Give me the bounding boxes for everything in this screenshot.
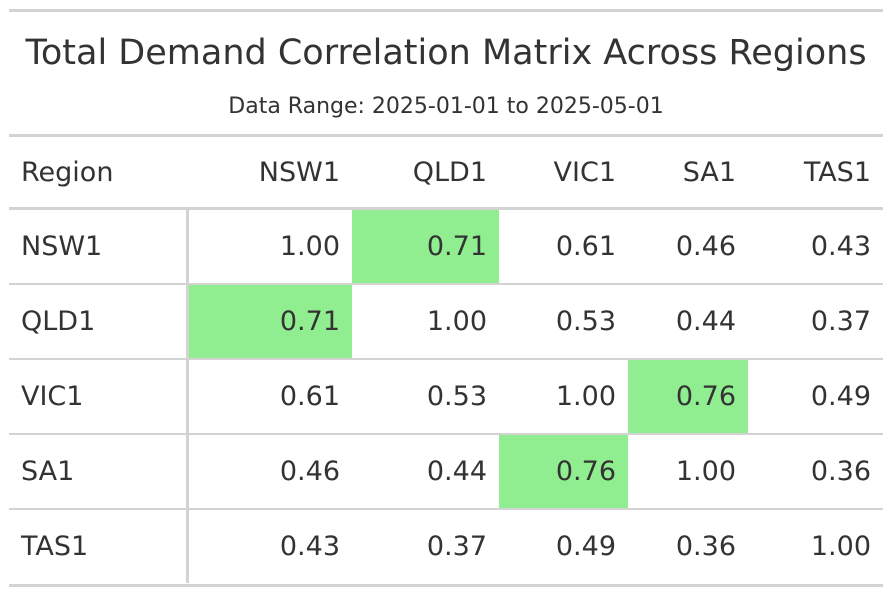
matrix-cell: 0.46 bbox=[187, 434, 352, 510]
heading-divider bbox=[9, 134, 883, 137]
matrix-cell: 0.61 bbox=[499, 208, 628, 285]
matrix-cell: 1.00 bbox=[187, 208, 352, 285]
matrix-cell: 1.00 bbox=[810, 531, 871, 562]
table-row: NSW1 1.00 0.71 0.61 0.46 0.43 bbox=[9, 208, 883, 285]
correlation-table-card: Total Demand Correlation Matrix Across R… bbox=[9, 9, 883, 587]
column-header-tas1: TAS1 bbox=[748, 137, 883, 210]
column-header-sa1: SA1 bbox=[628, 137, 748, 210]
row-label-vic1: VIC1 bbox=[9, 359, 189, 435]
matrix-cell: 0.44 bbox=[628, 284, 748, 360]
matrix-cell: 0.49 bbox=[555, 531, 616, 562]
matrix-cell: 0.36 bbox=[675, 531, 736, 562]
row-label-tas1: TAS1 bbox=[9, 509, 189, 583]
row-label-nsw1: NSW1 bbox=[9, 208, 189, 285]
matrix-cell: 0.71 bbox=[352, 208, 499, 285]
matrix-cell: 0.49 bbox=[748, 359, 883, 435]
matrix-cell: 0.46 bbox=[628, 208, 748, 285]
matrix-cell: 0.53 bbox=[352, 359, 499, 435]
matrix-cell: 0.53 bbox=[499, 284, 628, 360]
column-header-nsw1: NSW1 bbox=[187, 137, 352, 210]
header-row: Region NSW1 QLD1 VIC1 SA1 TAS1 bbox=[9, 137, 883, 210]
matrix-cell: 1.00 bbox=[352, 284, 499, 360]
correlation-matrix: Region NSW1 QLD1 VIC1 SA1 TAS1 NSW1 1.00… bbox=[9, 137, 883, 583]
matrix-cell: 0.36 bbox=[748, 434, 883, 510]
row-label-sa1: SA1 bbox=[9, 434, 189, 510]
matrix-cell: 0.61 bbox=[187, 359, 352, 435]
matrix-cell: 0.76 bbox=[499, 434, 628, 510]
table-row: QLD1 0.71 1.00 0.53 0.44 0.37 bbox=[9, 284, 883, 360]
matrix-cell: 1.00 bbox=[628, 434, 748, 510]
matrix-cell: 0.43 bbox=[748, 208, 883, 285]
matrix-cell: 0.76 bbox=[628, 359, 748, 435]
matrix-cell: 0.71 bbox=[187, 284, 352, 360]
column-header-region: Region bbox=[9, 137, 187, 210]
matrix-cell: 0.43 bbox=[279, 531, 340, 562]
row-label-qld1: QLD1 bbox=[9, 284, 189, 360]
column-header-vic1: VIC1 bbox=[499, 137, 628, 210]
table-row: SA1 0.46 0.44 0.76 1.00 0.36 bbox=[9, 434, 883, 510]
matrix-cell: 0.37 bbox=[748, 284, 883, 360]
matrix-cell: 1.00 bbox=[499, 359, 628, 435]
matrix-cell: 0.44 bbox=[352, 434, 499, 510]
table-title: Total Demand Correlation Matrix Across R… bbox=[25, 33, 867, 73]
matrix-cell: 0.37 bbox=[426, 531, 487, 562]
table-subtitle: Data Range: 2025-01-01 to 2025-05-01 bbox=[228, 94, 664, 119]
table-row: TAS1 0.43 0.37 0.49 0.36 1.00 bbox=[9, 509, 883, 583]
column-header-qld1: QLD1 bbox=[352, 137, 499, 210]
table-row: VIC1 0.61 0.53 1.00 0.76 0.49 bbox=[9, 359, 883, 435]
